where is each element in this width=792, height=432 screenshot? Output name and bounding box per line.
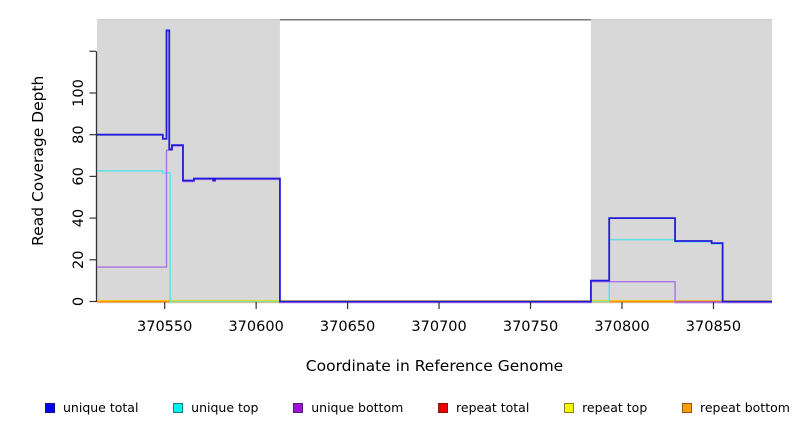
x-tick-label: 370850 — [686, 319, 741, 335]
legend-swatch-icon — [682, 403, 692, 413]
legend-item-repeat-bottom: repeat bottom — [682, 399, 790, 415]
legend-item-label: repeat total — [456, 399, 530, 415]
legend-item-unique-bottom: unique bottom — [293, 399, 404, 415]
y-tick-label: 80 — [71, 125, 87, 143]
legend-item-label: unique top — [191, 399, 259, 415]
legend-swatch-icon — [45, 403, 55, 413]
legend: unique total unique top unique bottom re… — [45, 398, 790, 418]
x-tick-label: 370750 — [503, 319, 558, 335]
y-tick-label: 60 — [71, 167, 87, 185]
x-tick-label: 370650 — [320, 319, 375, 335]
legend-item-unique-top: unique top — [173, 399, 259, 415]
y-tick-label: 20 — [71, 251, 87, 269]
legend-item-label: unique total — [63, 399, 139, 415]
x-tick-label: 370700 — [411, 319, 466, 335]
legend-item-label: repeat top — [582, 399, 648, 415]
y-tick-label: 40 — [71, 209, 87, 227]
legend-item-repeat-total: repeat total — [438, 399, 530, 415]
y-tick-label: 100 — [71, 79, 87, 107]
legend-item-label: unique bottom — [311, 399, 404, 415]
legend-item-unique-total: unique total — [45, 399, 139, 415]
x-tick-label: 370600 — [228, 319, 283, 335]
x-tick-label: 370800 — [594, 319, 649, 335]
series-unique-top — [97, 170, 171, 303]
coverage-plot-canvas: 370550 370600 370650 370700 370750 370800 3708… — [29, 19, 772, 375]
legend-swatch-icon — [564, 403, 575, 413]
x-axis-title: Coordinate in Reference Genome — [306, 357, 563, 375]
legend-swatch-icon — [173, 403, 184, 413]
legend-swatch-icon — [438, 403, 449, 413]
x-tick-label: 370550 — [137, 319, 192, 335]
legend-swatch-icon — [293, 403, 304, 413]
y-tick-label: 0 — [71, 297, 87, 306]
y-axis-title: Read Coverage Depth — [29, 76, 47, 246]
shaded-region — [97, 19, 280, 304]
legend-item-repeat-top: repeat top — [564, 399, 648, 415]
shaded-region — [590, 19, 772, 304]
legend-item-label: repeat bottom — [700, 399, 790, 415]
series-unique-total — [97, 29, 772, 303]
